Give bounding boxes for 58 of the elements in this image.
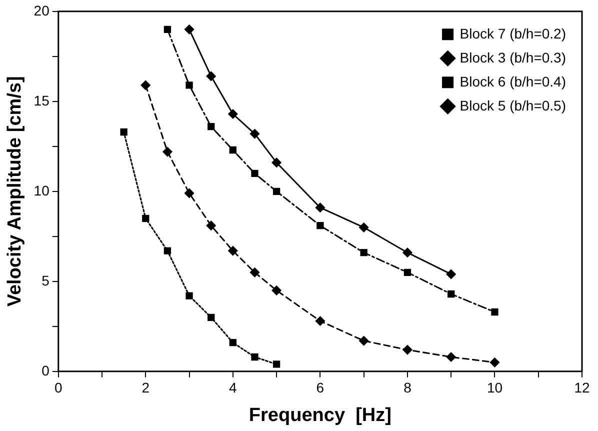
point xyxy=(250,268,260,278)
point xyxy=(446,352,456,362)
point xyxy=(208,314,215,321)
point xyxy=(229,339,236,346)
point xyxy=(402,345,412,355)
point xyxy=(228,246,238,256)
point xyxy=(186,292,193,300)
point xyxy=(251,353,258,361)
point xyxy=(404,268,412,276)
point xyxy=(315,202,325,212)
point xyxy=(184,188,194,198)
point xyxy=(228,109,238,119)
point xyxy=(186,82,193,89)
point xyxy=(251,170,258,177)
point xyxy=(164,247,172,254)
point xyxy=(206,220,216,230)
point xyxy=(229,146,236,154)
point xyxy=(272,360,280,368)
y-tick-label: 15 xyxy=(34,92,50,108)
legend-label: Block 7 (b/h=0.2) xyxy=(460,25,566,42)
legend-label: Block 6 (b/h=0.4) xyxy=(460,73,566,90)
point xyxy=(360,249,368,256)
legend-label: Block 5 (b/h=0.5) xyxy=(460,97,566,114)
point xyxy=(446,269,456,279)
point xyxy=(184,24,194,34)
y-tick-label: 0 xyxy=(42,362,50,378)
point xyxy=(315,316,325,326)
x-tick-label: 8 xyxy=(404,380,412,396)
point xyxy=(142,214,150,222)
point xyxy=(250,129,260,139)
point xyxy=(164,26,172,33)
point xyxy=(491,308,498,316)
y-axis-title: Velocity Amplitude [cm/s] xyxy=(4,76,26,307)
point xyxy=(206,71,216,81)
x-tick-label: 0 xyxy=(54,380,62,396)
x-tick-label: 4 xyxy=(229,380,238,396)
point xyxy=(490,358,500,368)
x-tick-label: 2 xyxy=(142,380,150,396)
x-tick-label: 12 xyxy=(574,380,590,396)
point xyxy=(402,248,412,258)
y-tick-label: 10 xyxy=(34,182,50,198)
point xyxy=(162,147,172,157)
point xyxy=(140,80,150,90)
legend-label: Block 3 (b/h=0.3) xyxy=(460,49,566,66)
x-axis-title: Frequency [Hz] xyxy=(248,404,392,426)
point xyxy=(359,222,369,232)
point xyxy=(208,123,215,130)
point xyxy=(272,286,282,296)
y-tick-label: 20 xyxy=(34,2,50,18)
point xyxy=(359,336,369,346)
point xyxy=(448,290,455,298)
y-tick-label: 5 xyxy=(42,272,50,288)
point xyxy=(272,158,282,168)
x-tick-label: 6 xyxy=(316,380,324,396)
point xyxy=(272,188,280,195)
x-tick-label: 10 xyxy=(486,380,503,396)
point xyxy=(316,222,324,230)
point xyxy=(120,128,128,136)
